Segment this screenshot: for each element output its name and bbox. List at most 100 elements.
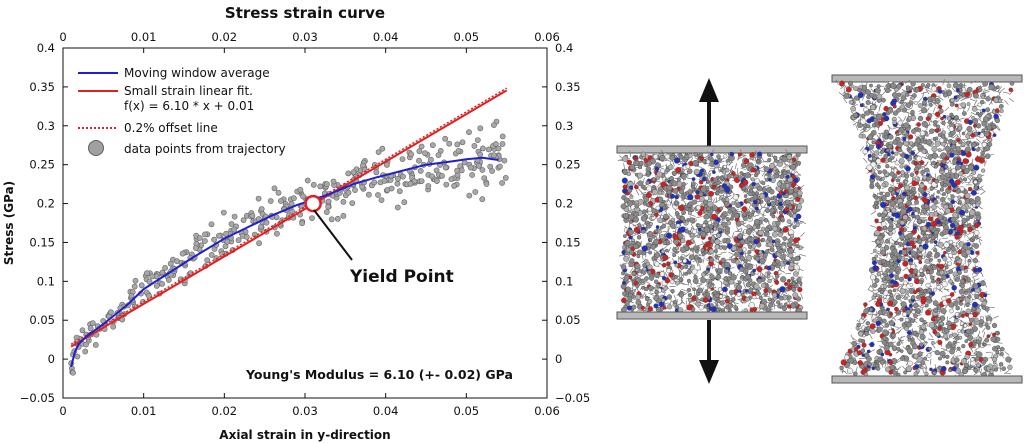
atom — [778, 295, 784, 301]
bond — [665, 197, 670, 203]
atom — [647, 270, 652, 275]
atom — [937, 258, 942, 263]
bond — [958, 117, 965, 120]
atom — [730, 171, 736, 176]
bond — [967, 114, 973, 120]
atom — [636, 254, 641, 259]
atom — [725, 188, 731, 194]
atom — [686, 278, 691, 283]
atom — [661, 298, 666, 303]
atom — [702, 223, 707, 228]
bond — [635, 189, 640, 196]
atom — [642, 267, 647, 272]
atom — [767, 241, 773, 248]
data-point — [350, 169, 357, 176]
atom — [705, 292, 711, 297]
pull-arrow-down-icon — [699, 320, 719, 384]
atom — [647, 230, 654, 237]
atom — [753, 283, 760, 290]
bond — [995, 90, 1002, 93]
bond — [768, 222, 773, 228]
data-point — [300, 193, 306, 200]
bond — [868, 333, 873, 339]
atom — [745, 296, 750, 302]
bond — [740, 167, 747, 171]
atom — [697, 210, 703, 216]
data-point — [131, 283, 138, 290]
atom — [701, 272, 706, 277]
bond — [705, 170, 708, 177]
atom — [895, 294, 901, 301]
atom — [713, 222, 718, 228]
atom — [705, 269, 710, 274]
bond — [981, 327, 986, 333]
atom — [726, 220, 731, 226]
bond — [725, 195, 732, 198]
atom — [770, 247, 775, 252]
atom — [691, 184, 695, 189]
atom — [647, 206, 653, 212]
atom — [967, 258, 972, 263]
atom — [899, 234, 906, 240]
y-tick-label: 0.15 — [29, 235, 55, 249]
atom — [643, 196, 650, 203]
atom — [653, 238, 660, 245]
bond — [706, 172, 712, 179]
bond — [940, 347, 947, 351]
bond — [739, 148, 743, 155]
atom — [622, 291, 627, 297]
bond — [936, 205, 942, 211]
atom — [700, 277, 707, 284]
chart-title: Stress strain curve — [225, 4, 385, 22]
atom — [692, 199, 698, 205]
atom — [620, 264, 627, 270]
bond — [782, 164, 788, 169]
data-point — [290, 195, 297, 202]
atom — [933, 120, 938, 125]
data-point — [454, 167, 460, 174]
atom — [641, 229, 646, 234]
data-point — [352, 187, 358, 193]
atom — [685, 239, 692, 246]
bond — [930, 358, 932, 365]
bond — [863, 158, 868, 163]
atom — [705, 159, 711, 165]
bond — [892, 126, 899, 130]
data-point — [179, 250, 186, 257]
atom — [628, 219, 633, 224]
atom — [653, 272, 660, 278]
atom — [690, 233, 695, 238]
atom — [761, 274, 766, 278]
data-point — [334, 215, 341, 222]
plate-top-strained — [831, 74, 1023, 83]
atom — [696, 205, 702, 211]
molecular-snapshot-initial — [617, 148, 807, 317]
atom — [673, 275, 678, 280]
legend-label-data-points: data points from trajectory — [124, 142, 286, 156]
atom — [673, 157, 680, 164]
atom — [702, 159, 707, 164]
atom — [657, 217, 663, 224]
x-tick-label: 0.06 — [534, 404, 560, 418]
data-point — [317, 183, 324, 190]
atom — [909, 141, 914, 146]
atom — [726, 161, 731, 166]
atom — [766, 271, 771, 276]
data-point — [459, 139, 466, 146]
atom — [930, 275, 935, 280]
atom — [754, 191, 759, 196]
atom — [756, 278, 763, 284]
bond — [728, 168, 733, 175]
atom — [786, 261, 791, 266]
atom — [674, 280, 680, 286]
data-point — [479, 196, 486, 203]
atom — [706, 206, 711, 211]
bond — [665, 158, 672, 163]
atom — [710, 306, 717, 313]
x-tick-label: 0.04 — [373, 404, 399, 418]
bond — [692, 180, 698, 185]
atom — [648, 237, 653, 242]
atom — [792, 292, 799, 298]
atom — [795, 152, 801, 158]
atom — [641, 250, 646, 256]
